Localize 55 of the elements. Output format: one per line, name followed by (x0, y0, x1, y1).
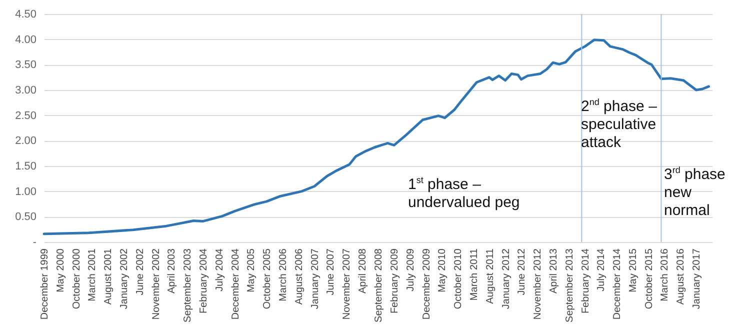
x-tick-label: October 2000 (71, 248, 82, 310)
y-tick-label: - (32, 236, 37, 248)
y-tick-label: 4.00 (15, 34, 36, 46)
x-tick-label: September 2003 (182, 248, 194, 322)
annotation: 2$^{nd}$ phase – speculative attack (581, 97, 657, 152)
y-tick-label: 2.50 (15, 110, 36, 122)
x-tick-label: December 1999 (40, 248, 50, 320)
y-tick-label: 2.00 (15, 135, 36, 148)
x-tick-label: February 2014 (580, 248, 592, 314)
x-tick-label: October 2010 (453, 248, 464, 310)
x-tick-label: December 2014 (612, 248, 624, 320)
annotation: 1$^{st}$ phase – undervalued peg (408, 175, 520, 212)
y-tick-label: 1.00 (15, 186, 36, 198)
x-tick-label: January 2002 (119, 248, 130, 310)
x-tick-label: February 2009 (390, 248, 401, 314)
x-tick-label: August 2011 (484, 248, 496, 304)
x-tick-label: November 2012 (532, 248, 544, 320)
x-tick-label: November 2007 (342, 248, 353, 320)
x-tick-label: June 2012 (516, 248, 528, 296)
x-tick-label: February 2004 (198, 248, 210, 314)
x-tick-label: September 2008 (374, 248, 385, 322)
x-tick-label: April 2003 (166, 248, 178, 294)
x-tick-label: December 2004 (230, 248, 242, 320)
x-tick-label: July 2014 (596, 248, 608, 292)
x-tick-label: April 2008 (358, 248, 369, 294)
x-tick-label: May 2000 (55, 248, 66, 292)
x-tick-label: October 2015 (644, 248, 655, 310)
x-tick-label: June 2002 (134, 248, 146, 296)
x-tick-label: May 2015 (628, 248, 639, 292)
x-tick-label: September 2013 (564, 248, 576, 322)
x-tick-label: June 2007 (326, 248, 337, 296)
x-tick-label: March 2001 (87, 248, 98, 302)
y-tick-label: 4.50 (15, 8, 36, 20)
x-tick-label: August 2016 (676, 248, 687, 305)
x-tick-label: July 2004 (214, 248, 226, 292)
annotation: 3$^{rd}$ phase new normal (664, 165, 726, 220)
x-tick-label: July 2009 (405, 248, 416, 292)
x-tick-label: January 2017 (692, 248, 703, 310)
x-tick-label: January 2007 (310, 248, 321, 310)
x-tick-label: March 2011 (468, 248, 480, 301)
y-tick-label: 0.50 (15, 211, 36, 224)
y-tick-label: 3.00 (15, 84, 36, 96)
x-tick-label: August 2006 (294, 248, 305, 305)
x-tick-label: March 2006 (278, 248, 289, 302)
x-tick-label: May 2005 (246, 248, 258, 292)
x-tick-label: May 2010 (437, 248, 448, 292)
x-tick-label: March 2016 (660, 248, 671, 302)
x-tick-label: December 2009 (421, 248, 432, 320)
y-tick-label: 1.50 (15, 160, 36, 172)
y-tick-label: 3.50 (15, 59, 36, 72)
x-tick-label: November 2002 (150, 248, 162, 320)
x-tick-label: January 2012 (500, 248, 512, 310)
x-tick-label: October 2005 (262, 248, 274, 310)
x-tick-label: April 2013 (548, 248, 560, 294)
x-tick-label: August 2001 (103, 248, 114, 305)
